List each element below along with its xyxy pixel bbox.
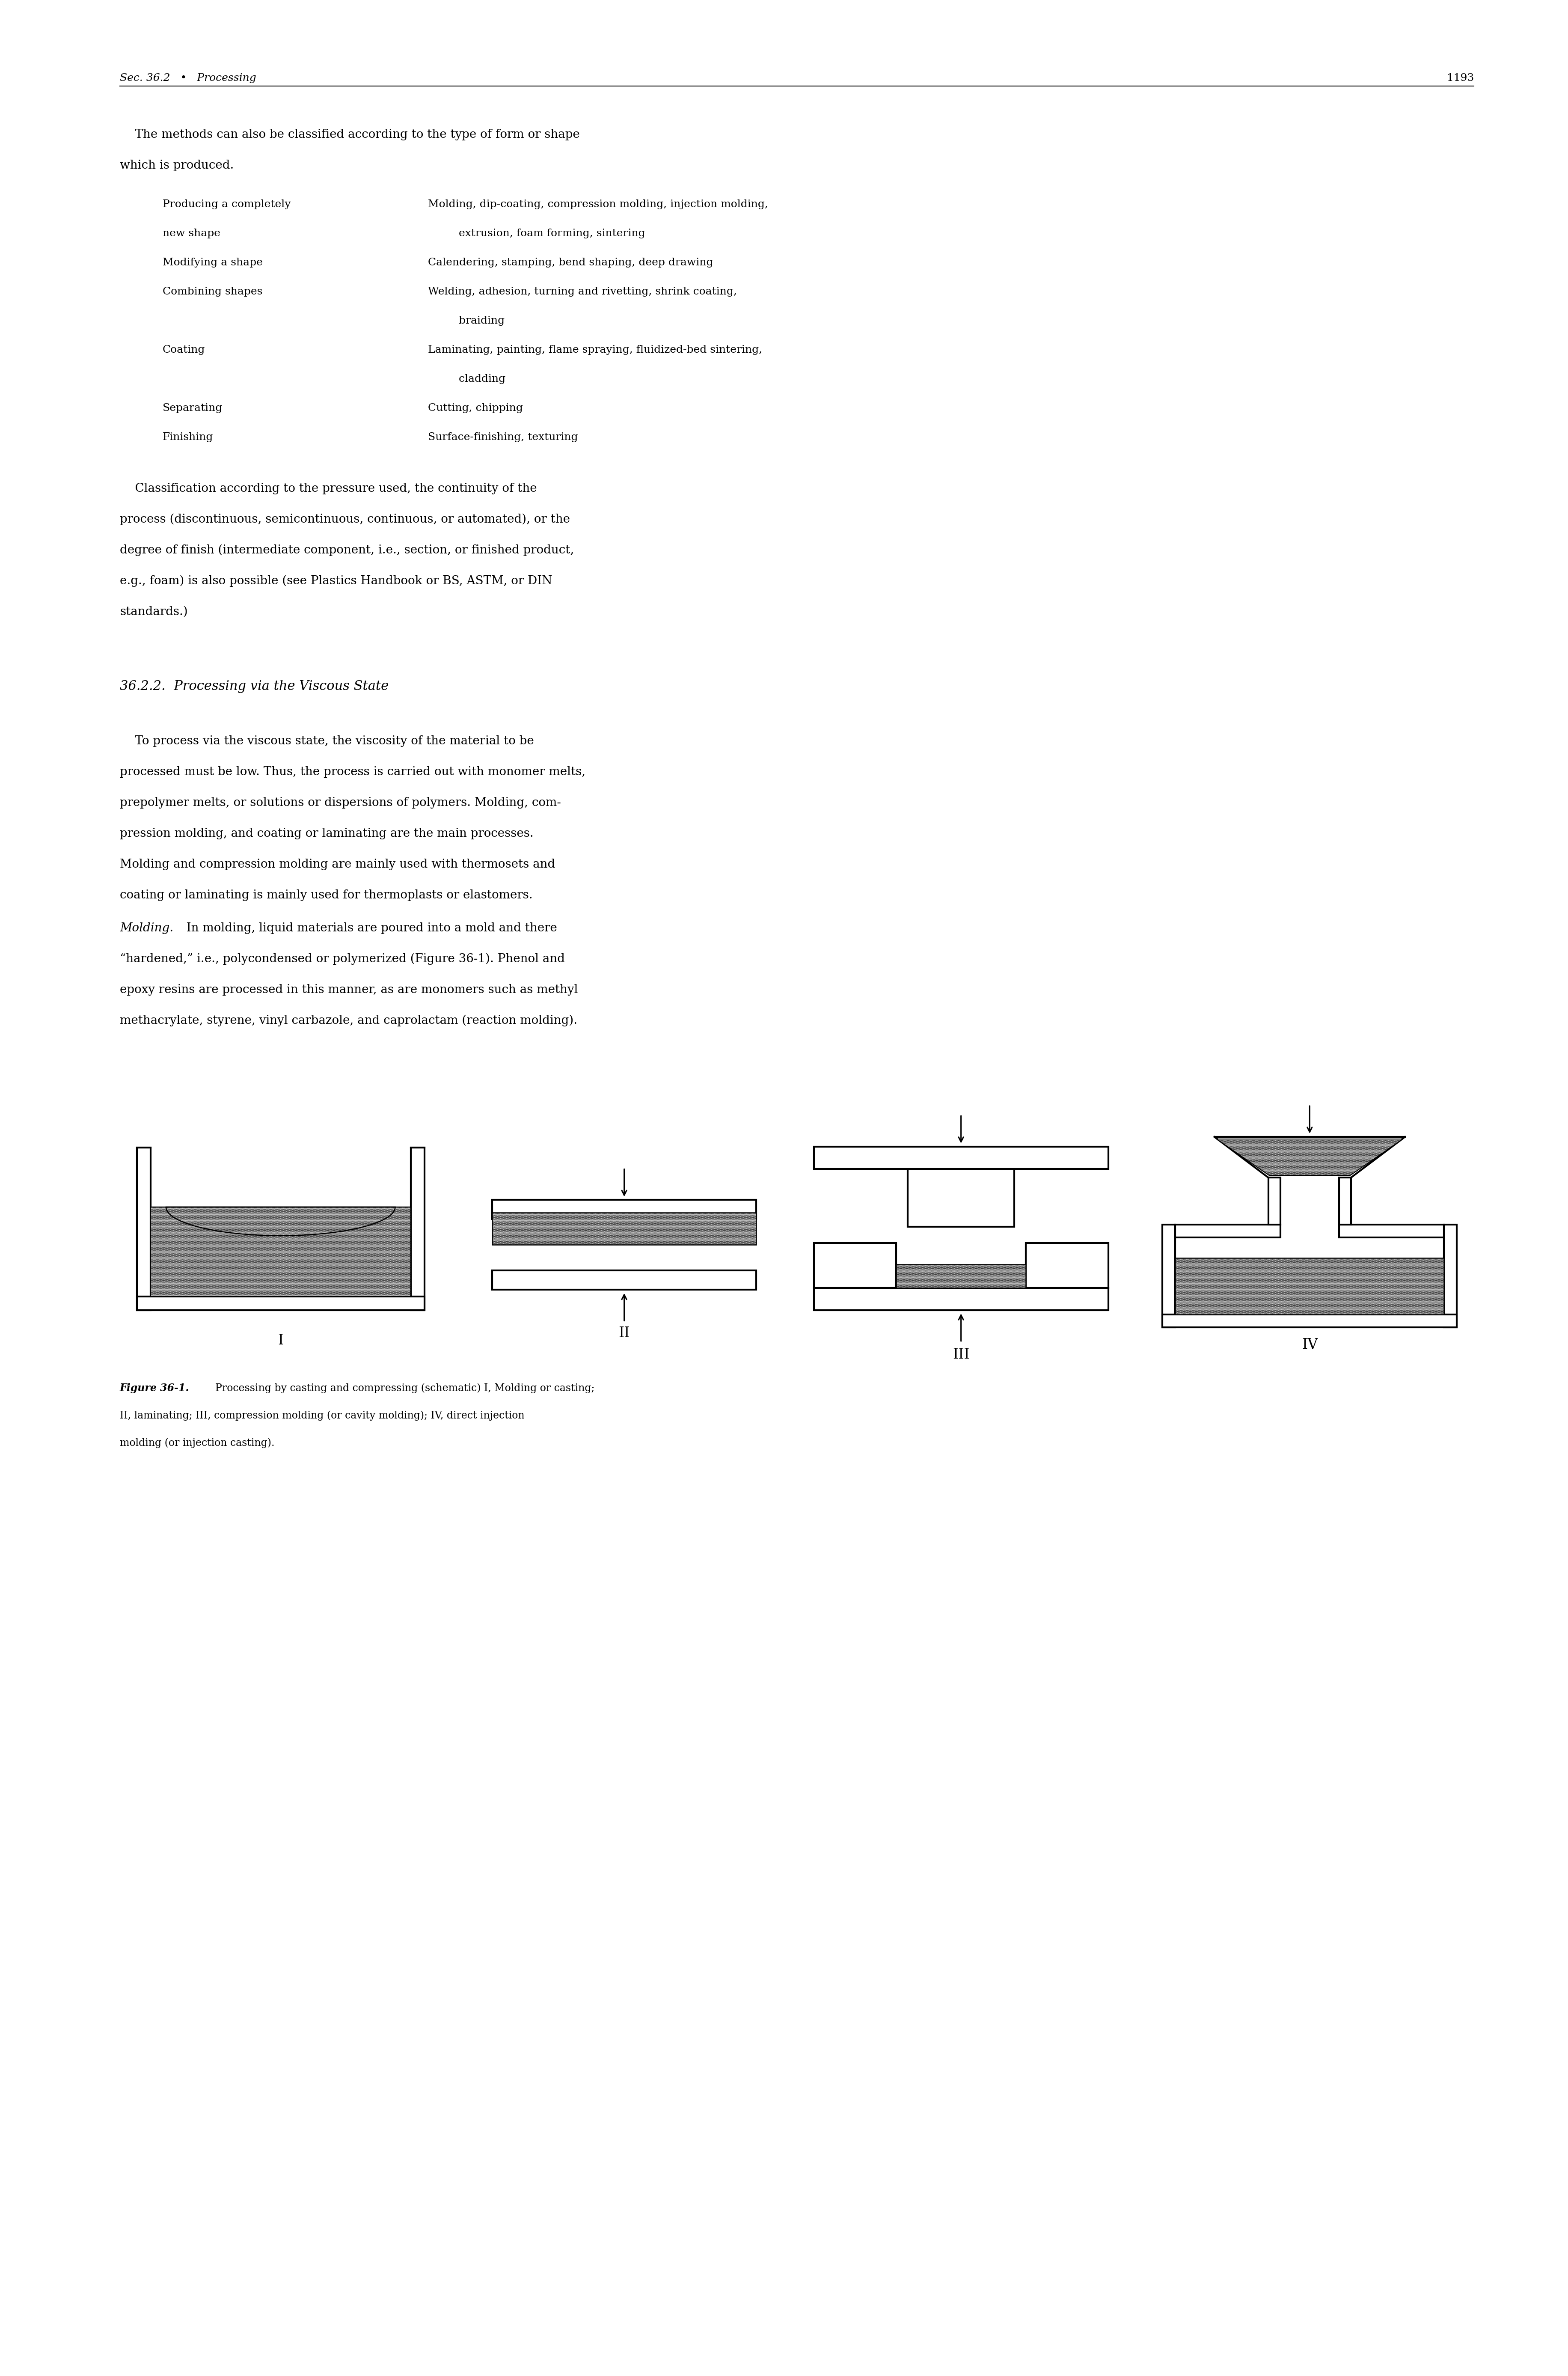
Text: Separating: Separating	[163, 404, 223, 413]
Text: Figure 36-1.: Figure 36-1.	[119, 1383, 190, 1392]
Text: II: II	[618, 1326, 630, 1340]
Bar	[136, 1148, 151, 1309]
Bar	[897, 1264, 1025, 1288]
Text: cladding: cladding	[428, 373, 505, 385]
Text: Combining shapes: Combining shapes	[163, 287, 262, 297]
Bar	[1176, 1257, 1444, 1314]
Bar	[1339, 1178, 1352, 1224]
Text: To process via the viscous state, the viscosity of the material to be: To process via the viscous state, the vi…	[119, 734, 535, 746]
Text: processed must be low. Thus, the process is carried out with monomer melts,: processed must be low. Thus, the process…	[119, 765, 585, 777]
Text: coating or laminating is mainly used for thermoplasts or elastomers.: coating or laminating is mainly used for…	[119, 889, 533, 901]
Bar	[1162, 1224, 1176, 1328]
Text: Molding.: Molding.	[119, 922, 174, 934]
Text: extrusion, foam forming, sintering: extrusion, foam forming, sintering	[428, 228, 644, 238]
Polygon shape	[1217, 1138, 1403, 1176]
Text: standards.): standards.)	[119, 606, 188, 618]
Text: Modifying a shape: Modifying a shape	[163, 257, 263, 268]
Text: which is produced.: which is produced.	[119, 159, 234, 171]
Text: pression molding, and coating or laminating are the main processes.: pression molding, and coating or laminat…	[119, 827, 533, 839]
Text: Producing a completely: Producing a completely	[163, 200, 290, 209]
Text: 1193: 1193	[1447, 74, 1474, 83]
Text: Coating: Coating	[163, 345, 205, 354]
Bar	[814, 1243, 897, 1288]
Bar	[492, 1212, 756, 1245]
Text: Sec. 36.2   •   Processing: Sec. 36.2 • Processing	[119, 74, 256, 83]
Text: II, laminating; III, compression molding (or cavity molding); IV, direct injecti: II, laminating; III, compression molding…	[119, 1411, 525, 1421]
Text: Surface-finishing, texturing: Surface-finishing, texturing	[428, 432, 579, 442]
Bar	[1162, 1314, 1457, 1328]
Bar	[908, 1169, 1014, 1226]
Bar	[136, 1297, 425, 1309]
Bar	[1444, 1224, 1457, 1328]
Bar	[492, 1200, 756, 1219]
Text: Finishing: Finishing	[163, 432, 213, 442]
Text: III: III	[952, 1347, 969, 1361]
Text: Calendering, stamping, bend shaping, deep drawing: Calendering, stamping, bend shaping, dee…	[428, 257, 713, 268]
Bar	[1176, 1224, 1279, 1238]
Bar	[814, 1148, 1109, 1169]
Text: I: I	[278, 1333, 284, 1347]
Text: braiding: braiding	[428, 316, 505, 326]
Bar	[492, 1271, 756, 1290]
Bar	[1339, 1224, 1444, 1238]
Text: Classification according to the pressure used, the continuity of the: Classification according to the pressure…	[119, 482, 536, 494]
Text: Cutting, chipping: Cutting, chipping	[428, 404, 522, 413]
Text: degree of finish (intermediate component, i.e., section, or finished product,: degree of finish (intermediate component…	[119, 544, 574, 556]
Text: Molding, dip-coating, compression molding, injection molding,: Molding, dip-coating, compression moldin…	[428, 200, 768, 209]
Text: In molding, liquid materials are poured into a mold and there: In molding, liquid materials are poured …	[179, 922, 557, 934]
Text: e.g., foam) is also possible (see Plastics Handbook or BS, ASTM, or DIN: e.g., foam) is also possible (see Plasti…	[119, 575, 552, 587]
Text: IV: IV	[1301, 1338, 1317, 1352]
Text: 36.2.2.  Processing via the Viscous State: 36.2.2. Processing via the Viscous State	[119, 680, 389, 694]
Bar	[411, 1148, 425, 1309]
Text: The methods can also be classified according to the type of form or shape: The methods can also be classified accor…	[119, 128, 580, 140]
Text: epoxy resins are processed in this manner, as are monomers such as methyl: epoxy resins are processed in this manne…	[119, 984, 579, 996]
Text: Welding, adhesion, turning and rivetting, shrink coating,: Welding, adhesion, turning and rivetting…	[428, 287, 737, 297]
Bar	[1269, 1178, 1279, 1224]
Text: Laminating, painting, flame spraying, fluidized-bed sintering,: Laminating, painting, flame spraying, fl…	[428, 345, 762, 354]
Text: “hardened,” i.e., polycondensed or polymerized (Figure 36-1). Phenol and: “hardened,” i.e., polycondensed or polym…	[119, 953, 564, 965]
Bar	[814, 1288, 1109, 1309]
Text: Processing by casting and compressing (schematic) I, Molding or casting;: Processing by casting and compressing (s…	[209, 1383, 594, 1392]
Bar	[1025, 1243, 1109, 1288]
Text: new shape: new shape	[163, 228, 221, 238]
Text: Molding and compression molding are mainly used with thermosets and: Molding and compression molding are main…	[119, 858, 555, 870]
Text: methacrylate, styrene, vinyl carbazole, and caprolactam (reaction molding).: methacrylate, styrene, vinyl carbazole, …	[119, 1015, 577, 1026]
Text: prepolymer melts, or solutions or dispersions of polymers. Molding, com-: prepolymer melts, or solutions or disper…	[119, 796, 561, 808]
Text: process (discontinuous, semicontinuous, continuous, or automated), or the: process (discontinuous, semicontinuous, …	[119, 513, 571, 525]
Text: molding (or injection casting).: molding (or injection casting).	[119, 1437, 274, 1447]
Polygon shape	[151, 1207, 411, 1297]
